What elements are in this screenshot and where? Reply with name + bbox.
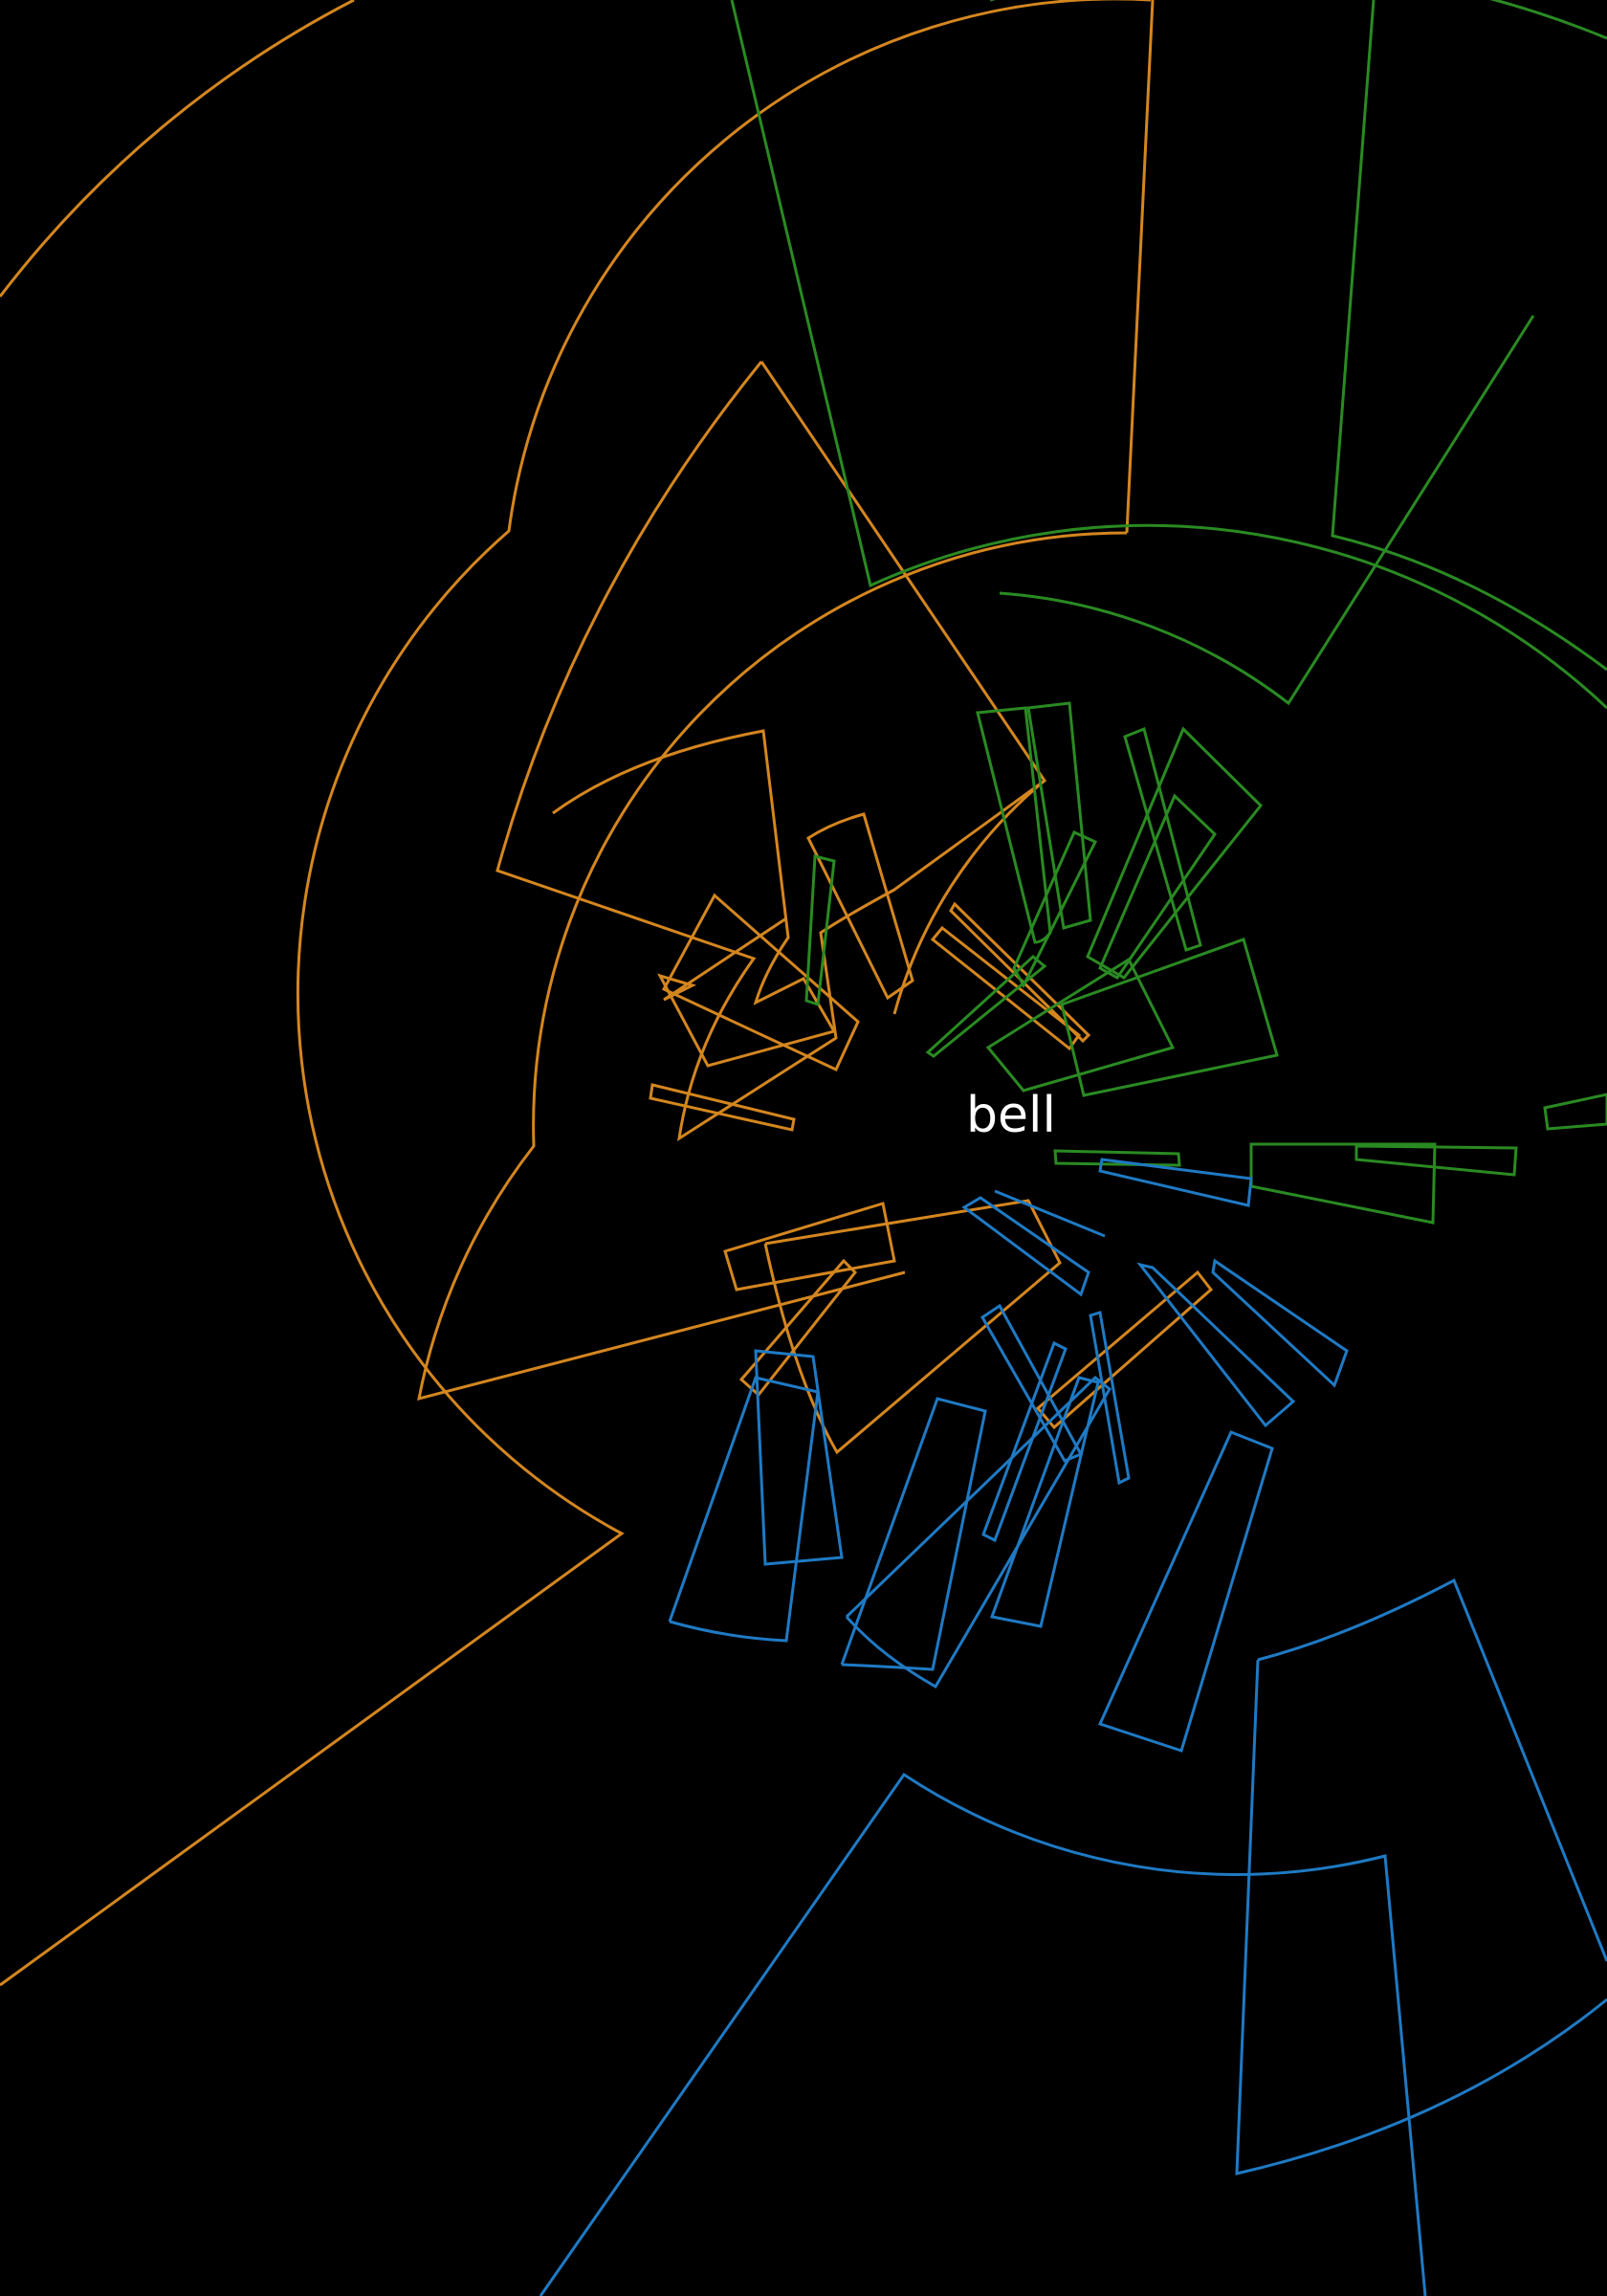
orange-wedge <box>495 361 1047 1142</box>
blue-wedge <box>1097 1430 1274 1753</box>
green-wedge <box>1249 1142 1437 1225</box>
green-wedge <box>1098 793 1217 980</box>
blue-wedge <box>845 1376 1112 1689</box>
green-wedge <box>1053 1149 1181 1167</box>
blue-wedge <box>1211 1258 1349 1388</box>
orange-wedge <box>723 1202 896 1292</box>
orange-wedge <box>0 0 1151 1987</box>
orange-wedge <box>552 729 837 1068</box>
green-wedge <box>1012 830 1098 989</box>
orange-wedge <box>417 0 1155 1402</box>
green-wedge <box>804 854 836 1007</box>
green-wedge <box>1543 1093 1607 1131</box>
green-wedge <box>985 957 1176 1093</box>
orange-wedge <box>738 1258 858 1398</box>
blue-wedge <box>1098 1158 1253 1207</box>
blue-wedge <box>1136 1262 1296 1428</box>
orange-wedge-group <box>0 0 1214 1987</box>
orange-wedge <box>806 812 914 1001</box>
green-wedge-group <box>730 0 1607 1225</box>
blue-wedge <box>994 1189 1106 1238</box>
orange-wedge <box>763 1199 1062 1455</box>
blue-wedge <box>981 1340 1068 1543</box>
green-wedge <box>730 0 1607 710</box>
blue-wedge <box>1235 1578 1607 2175</box>
orange-wedge <box>649 1083 796 1132</box>
orange-wedge <box>892 779 1046 1015</box>
blue-wedge <box>539 1772 1427 2296</box>
green-wedge <box>1060 938 1279 1097</box>
green-wedge <box>1331 0 1607 672</box>
blue-wedge <box>961 1196 1090 1297</box>
green-wedge <box>1086 726 1264 980</box>
blue-wedge <box>754 1349 844 1566</box>
green-wedge <box>1354 1144 1518 1177</box>
orange-wedge <box>0 0 355 298</box>
green-wedge <box>990 0 1607 40</box>
center-label: bell <box>966 1087 1056 1144</box>
orange-wedge <box>949 901 1091 1044</box>
orange-wedge <box>930 925 1082 1051</box>
blue-wedge-group <box>539 1158 1607 2296</box>
blue-wedge <box>840 1397 987 1671</box>
orange-wedge <box>661 893 860 1071</box>
blue-wedge <box>1089 1311 1131 1486</box>
green-wedge <box>925 955 1047 1058</box>
green-wedge <box>1026 701 1092 930</box>
green-wedge <box>999 315 1535 706</box>
green-wedge <box>976 706 1052 944</box>
blue-wedge <box>668 1376 820 1643</box>
green-wedge <box>1123 726 1202 952</box>
